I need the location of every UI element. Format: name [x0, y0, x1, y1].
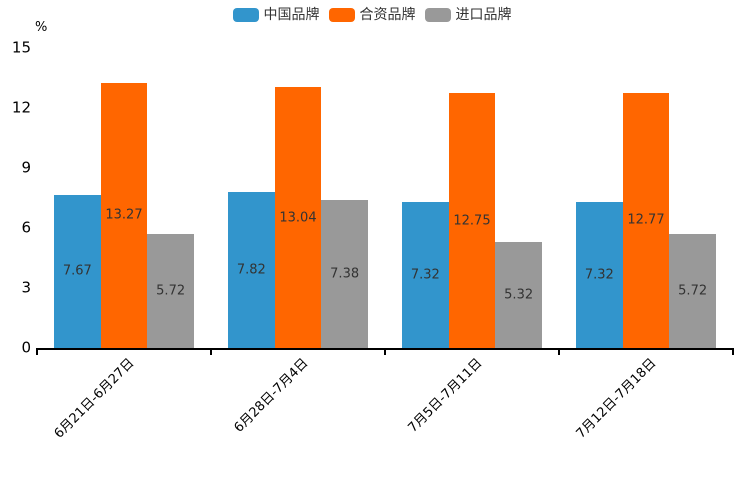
bar-china-week2: 7.82 — [228, 191, 275, 348]
legend-label: 进口品牌 — [455, 7, 512, 23]
legend: 中国品牌 合资品牌 进口品牌 — [0, 7, 744, 23]
y-axis-tick-labels: 15 12 9 6 3 0 — [0, 40, 31, 355]
legend-label: 中国品牌 — [263, 7, 320, 23]
bar-value-label: 5.72 — [156, 283, 186, 299]
bar-joint-venture-week1: 13.27 — [100, 82, 148, 348]
y-tick-label: 6 — [21, 218, 31, 237]
legend-swatch-gray — [424, 8, 451, 22]
bar-group-week1: 7.67 13.27 5.72 — [54, 48, 194, 348]
x-axis-tick — [558, 348, 560, 355]
bar-group-week3: 7.32 12.75 5.32 — [402, 48, 542, 348]
bar-value-label: 13.04 — [279, 210, 317, 226]
legend-swatch-orange — [328, 8, 355, 22]
bar-value-label: 5.72 — [678, 283, 708, 299]
bar-import-week3: 5.32 — [495, 241, 542, 348]
x-axis-tick — [732, 348, 734, 355]
bar-joint-venture-week4: 12.77 — [622, 92, 670, 348]
y-tick-label: 0 — [21, 338, 31, 357]
bar-import-week2: 7.38 — [321, 200, 368, 348]
bar-joint-venture-week2: 13.04 — [274, 87, 322, 348]
x-category-label: 6月21日-6月27日 — [51, 355, 138, 442]
bar-value-label: 12.77 — [627, 212, 665, 228]
x-category-label: 7月12日-7月18日 — [573, 355, 660, 442]
y-tick-label: 15 — [11, 38, 31, 57]
y-axis-unit-label: % — [35, 20, 48, 35]
bar-value-label: 7.32 — [410, 267, 440, 283]
legend-item-joint-venture-brand[interactable]: 合资品牌 — [328, 7, 416, 23]
bar-value-label: 7.82 — [236, 262, 266, 278]
plot-area: 7.67 13.27 5.72 7.82 13.04 7.38 7.32 — [36, 48, 734, 355]
bar-group-week4: 7.32 12.77 5.72 — [576, 48, 716, 348]
bar-china-week3: 7.32 — [402, 201, 449, 348]
legend-swatch-blue — [232, 8, 259, 22]
bar-china-week1: 7.67 — [54, 194, 101, 348]
x-category-label: 6月28日-7月4日 — [231, 355, 312, 436]
bar-group-week2: 7.82 13.04 7.38 — [228, 48, 368, 348]
x-axis-tick — [36, 348, 38, 355]
y-tick-label: 12 — [11, 98, 31, 117]
bar-import-week1: 5.72 — [147, 233, 194, 348]
bar-import-week4: 5.72 — [669, 233, 716, 348]
bar-value-label: 7.67 — [62, 263, 92, 279]
bar-value-label: 7.32 — [584, 267, 614, 283]
y-tick-label: 9 — [21, 158, 31, 177]
x-category-label: 7月5日-7月11日 — [405, 355, 486, 436]
bar-value-label: 5.32 — [504, 287, 534, 303]
bar-china-week4: 7.32 — [576, 201, 623, 348]
bar-value-label: 7.38 — [330, 266, 360, 282]
bar-value-label: 12.75 — [453, 213, 491, 228]
legend-label: 合资品牌 — [359, 7, 416, 23]
bar-joint-venture-week3: 12.75 — [448, 93, 496, 348]
legend-item-import-brand[interactable]: 进口品牌 — [424, 7, 512, 23]
x-axis-tick — [210, 348, 212, 355]
legend-item-china-brand[interactable]: 中国品牌 — [232, 7, 320, 23]
y-tick-label: 3 — [21, 278, 31, 297]
bar-value-label: 13.27 — [105, 207, 143, 223]
x-axis-tick — [384, 348, 386, 355]
